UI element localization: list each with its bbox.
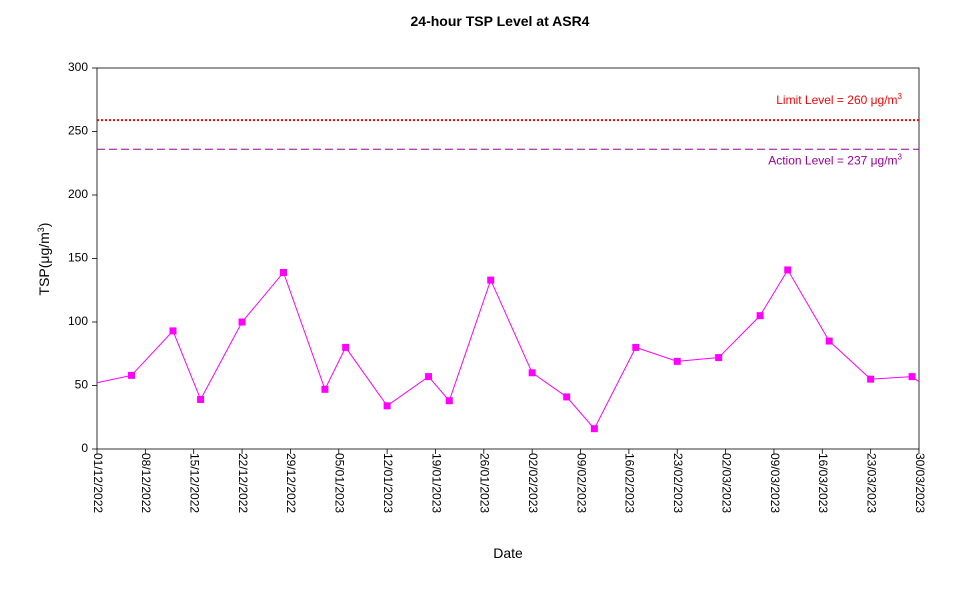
x-tick-label: 12/01/2023 (381, 453, 395, 513)
y-axis-title-main: TSP( (36, 263, 52, 295)
x-tick-label: 22/12/2022 (236, 453, 250, 513)
x-tick-label: 30/03/2023 (913, 453, 927, 513)
x-tick-label: 01/12/2022 (91, 453, 105, 513)
x-tick-label: 08/12/2022 (139, 453, 153, 513)
data-point (238, 318, 246, 326)
y-tick-label: 0 (81, 441, 88, 455)
x-tick-label: 16/03/2023 (816, 453, 830, 513)
y-tick-label: 200 (68, 187, 88, 201)
data-point (169, 327, 177, 335)
data-point (867, 375, 875, 383)
data-point (590, 425, 598, 433)
chart-title: 24-hour TSP Level at ASR4 (411, 13, 590, 29)
y-tick-label: 300 (68, 60, 88, 74)
data-point (715, 354, 723, 362)
reference-label-text: Action Level = 237 (768, 153, 870, 167)
x-tick-label: 05/01/2023 (333, 453, 347, 513)
x-tick-label: 23/03/2023 (864, 453, 878, 513)
y-axis-title: TSP(μg/m3) (36, 223, 52, 296)
y-axis-title-sup: 3 (36, 227, 46, 232)
y-tick-label: 250 (68, 124, 88, 138)
reference-label-unit: μg/m (871, 153, 898, 167)
data-point (528, 369, 536, 377)
series-clip-group (97, 266, 936, 433)
data-point (563, 393, 571, 401)
series-line (97, 268, 919, 430)
series-layer (97, 266, 936, 433)
data-point (756, 312, 764, 320)
y-tick-label: 100 (68, 314, 88, 328)
y-tick-label: 150 (68, 251, 88, 265)
data-point (342, 343, 350, 351)
y-axis-title-close: ) (36, 223, 52, 228)
data-point (197, 395, 205, 403)
plot-area-frame (96, 67, 920, 450)
y-axis-title-unit: μg/m (36, 232, 52, 263)
x-tick-label: 09/02/2023 (574, 453, 588, 513)
x-axis-title: Date (493, 545, 523, 561)
x-tick-label: 19/01/2023 (429, 453, 443, 513)
reference-line-label: Limit Level = 260 μg/m3 (776, 92, 902, 107)
data-point (673, 357, 681, 365)
reference-label-sup: 3 (898, 92, 903, 101)
x-tick-label: 09/03/2023 (768, 453, 782, 513)
x-tick-label: 15/12/2022 (188, 453, 202, 513)
data-point (487, 276, 495, 284)
reference-label-unit: μg/m (871, 93, 898, 107)
x-tick-label: 29/12/2022 (284, 453, 298, 513)
x-tick-label: 23/02/2023 (671, 453, 685, 513)
x-tick-label: 02/03/2023 (719, 453, 733, 513)
x-tick-label: 02/02/2023 (526, 453, 540, 513)
data-point (929, 388, 936, 395)
data-point (383, 402, 391, 410)
data-point (784, 266, 792, 274)
x-tick-label: 26/01/2023 (478, 453, 492, 513)
data-point (321, 385, 329, 393)
y-tick-label: 50 (75, 378, 89, 392)
data-point (445, 397, 453, 405)
y-axis: 0 50 100 150 200 250 300 (68, 60, 97, 455)
data-point (128, 371, 136, 379)
data-point (825, 337, 833, 345)
x-axis: 01/12/2022 08/12/2022 15/12/2022 22/12/2022… (91, 449, 927, 513)
data-point (908, 373, 916, 381)
data-point (280, 268, 288, 276)
data-point (425, 373, 433, 381)
data-point (632, 343, 640, 351)
reference-label-text: Limit Level = 260 (776, 93, 870, 107)
x-tick-label: 16/02/2023 (623, 453, 637, 513)
reference-line-label: Action Level = 237 μg/m3 (768, 152, 902, 167)
reference-label-sup: 3 (898, 152, 903, 161)
